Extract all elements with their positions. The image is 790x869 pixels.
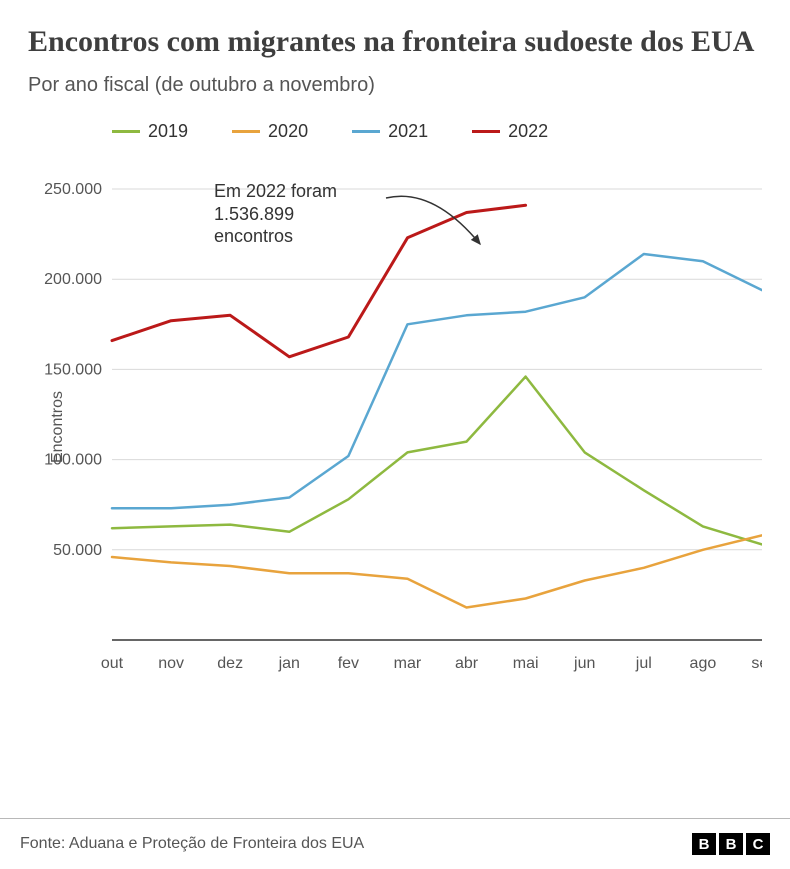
legend-item: 2020: [232, 121, 308, 142]
y-tick-label: 250.000: [44, 181, 102, 198]
legend-swatch: [112, 130, 140, 133]
legend-swatch: [352, 130, 380, 133]
y-tick-label: 200.000: [44, 271, 102, 288]
x-tick-label: abr: [455, 655, 479, 672]
x-tick-label: jul: [635, 655, 652, 672]
legend-label: 2019: [148, 121, 188, 142]
chart-annotation: Em 2022 foram 1.536.899 encontros: [214, 180, 337, 248]
source-text: Fonte: Aduana e Proteção de Fronteira do…: [20, 835, 364, 853]
x-tick-label: mar: [394, 655, 422, 672]
legend-label: 2020: [268, 121, 308, 142]
bbc-block: B: [719, 833, 743, 855]
legend-item: 2019: [112, 121, 188, 142]
bbc-block: B: [692, 833, 716, 855]
legend-swatch: [232, 130, 260, 133]
x-tick-label: fev: [338, 655, 359, 672]
line-chart: 50.000 100.000 150.000 200.000 250.000 out nov…: [28, 162, 762, 692]
legend-swatch: [472, 130, 500, 133]
chart-area: Encontros 50.000100.000150.000200.000250…: [28, 162, 762, 692]
legend-label: 2021: [388, 121, 428, 142]
chart-subtitle: Por ano fiscal (de outubro a novembro): [28, 74, 762, 97]
x-tick-label: nov: [158, 655, 184, 672]
legend-item: 2021: [352, 121, 428, 142]
x-tick-label: set: [751, 655, 762, 672]
x-tick-label: mai: [513, 655, 539, 672]
x-tick-label: out: [101, 655, 124, 672]
annotation-arrow: [386, 196, 480, 244]
x-tick-label: dez: [217, 655, 243, 672]
x-tick-label: ago: [690, 655, 717, 672]
footer: Fonte: Aduana e Proteção de Fronteira do…: [0, 818, 790, 869]
chart-title: Encontros com migrantes na fronteira sud…: [28, 24, 762, 60]
x-tick-label: jun: [573, 655, 595, 672]
series-line: [112, 535, 762, 607]
legend-item: 2022: [472, 121, 548, 142]
series-line: [112, 254, 762, 508]
legend-label: 2022: [508, 121, 548, 142]
bbc-logo: BBC: [692, 833, 770, 855]
x-tick-label: jan: [278, 655, 300, 672]
y-tick-label: 150.000: [44, 361, 102, 378]
series-line: [112, 377, 762, 545]
y-tick-label: 100.000: [44, 452, 102, 469]
legend: 2019 2020 2021 2022: [112, 121, 762, 142]
bbc-block: C: [746, 833, 770, 855]
y-tick-label: 50.000: [53, 542, 102, 559]
